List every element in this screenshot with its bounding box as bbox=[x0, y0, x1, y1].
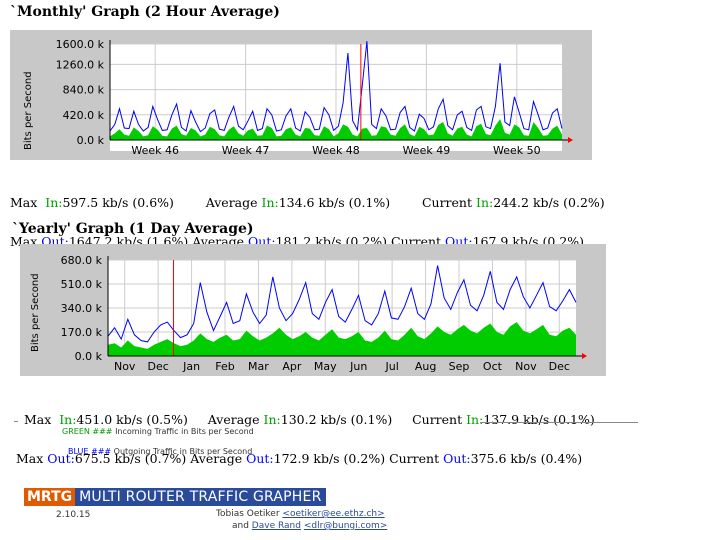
monthly-ytick-label: 0.0 k bbox=[77, 134, 105, 147]
yearly-x-axis-arrow bbox=[582, 353, 587, 359]
yearly-ytick-label: 680.0 k bbox=[61, 254, 103, 267]
yearly-graph-title: `Yearly' Graph (1 Day Average) bbox=[12, 221, 254, 237]
legend-blue-text: Outgoing Traffic in Bits per Second bbox=[113, 447, 253, 456]
yearly-xtick-label: Sep bbox=[449, 360, 470, 373]
yearly-chart: Bits per Second 0.0 k 170.0 k 340.0 k 510.0… bbox=[20, 244, 606, 376]
yearly-xtick-label: Oct bbox=[483, 360, 503, 373]
monthly-outgoing-line bbox=[109, 41, 563, 133]
monthly-incoming-area bbox=[110, 119, 562, 140]
yearly-outgoing-line bbox=[107, 265, 577, 343]
yearly-stats: Max In:451.0 kb/s (0.5%) Average In:130.… bbox=[16, 387, 595, 478]
monthly-x-axis-arrow bbox=[568, 137, 573, 143]
divider-right bbox=[480, 422, 638, 423]
legend-blue-code: BLUE ### bbox=[68, 447, 112, 456]
legend-incoming: GREEN ### Incoming Traffic in Bits per S… bbox=[62, 427, 254, 436]
divider-left bbox=[14, 421, 18, 422]
yearly-ytick-label: 340.0 k bbox=[61, 302, 103, 315]
monthly-chart: Bits per Second 0.0 k 420.0 k 840.0 k 1260.… bbox=[10, 30, 592, 160]
monthly-graph-title: `Monthly' Graph (2 Hour Average) bbox=[10, 4, 280, 20]
yearly-xtick-label: Jun bbox=[349, 360, 367, 373]
monthly-xtick-label: Week 50 bbox=[493, 144, 541, 157]
credit-line-2: and Dave Rand <dlr@bungi.com> bbox=[232, 521, 388, 531]
monthly-ytick-label: 1600.0 k bbox=[56, 38, 105, 51]
yearly-incoming-area bbox=[108, 322, 576, 356]
yearly-xtick-label: Aug bbox=[415, 360, 436, 373]
monthly-xtick-label: Week 47 bbox=[222, 144, 270, 157]
yearly-stats-in-row: Max In:451.0 kb/s (0.5%) Average In:130.… bbox=[23, 412, 595, 427]
monthly-xtick-label: Week 49 bbox=[403, 144, 451, 157]
legend-green-code: GREEN ### bbox=[62, 427, 113, 436]
yearly-ylabel: Bits per Second bbox=[30, 273, 41, 352]
monthly-ylabel: Bits per Second bbox=[23, 71, 34, 150]
yearly-xtick-label: Jan bbox=[182, 360, 200, 373]
oetiker-email-link[interactable]: <oetiker@ee.ethz.ch> bbox=[282, 509, 385, 519]
credit-line-1: Tobias Oetiker <oetiker@ee.ethz.ch> bbox=[216, 509, 385, 519]
yearly-xtick-label: Jul bbox=[385, 360, 399, 373]
monthly-xtick-label: Week 48 bbox=[312, 144, 360, 157]
yearly-xtick-label: Apr bbox=[282, 360, 302, 373]
yearly-xtick-label: Nov bbox=[515, 360, 537, 373]
mrtg-logo: MRTG bbox=[24, 488, 76, 506]
monthly-stats-in-row: Max In:597.5 kb/s (0.6%) Average In:134.… bbox=[10, 195, 605, 210]
monthly-stats: Max In:597.5 kb/s (0.6%) Average In:134.… bbox=[10, 170, 605, 261]
legend-green-text: Incoming Traffic in Bits per Second bbox=[115, 427, 254, 436]
yearly-xtick-label: Feb bbox=[215, 360, 234, 373]
mrtg-banner[interactable]: MRTG MULTI ROUTER TRAFFIC GRAPHER bbox=[24, 488, 326, 506]
yearly-xtick-label: May bbox=[314, 360, 337, 373]
rand-email-link[interactable]: <dlr@bungi.com> bbox=[303, 521, 388, 531]
monthly-ytick-label: 420.0 k bbox=[63, 109, 105, 122]
legend-outgoing: BLUE ### Outgoing Traffic in Bits per Se… bbox=[68, 447, 252, 456]
monthly-xtick-label: Week 46 bbox=[131, 144, 179, 157]
mrtg-version: 2.10.15 bbox=[56, 510, 91, 520]
monthly-ytick-label: 840.0 k bbox=[63, 84, 105, 97]
yearly-xtick-label: Dec bbox=[147, 360, 168, 373]
yearly-ytick-label: 0.0 k bbox=[75, 350, 103, 363]
mrtg-product-name: MULTI ROUTER TRAFFIC GRAPHER bbox=[75, 488, 326, 506]
yearly-xtick-label: Dec bbox=[549, 360, 570, 373]
yearly-xtick-label: Nov bbox=[114, 360, 136, 373]
monthly-ytick-label: 1260.0 k bbox=[56, 58, 105, 71]
yearly-xtick-label: Mar bbox=[248, 360, 269, 373]
dave-rand-link[interactable]: Dave Rand bbox=[251, 521, 301, 531]
yearly-stats-out-row: Max Out:675.5 kb/s (0.7%) Average Out:17… bbox=[16, 451, 583, 466]
yearly-ytick-label: 170.0 k bbox=[61, 326, 103, 339]
yearly-ytick-label: 510.0 k bbox=[61, 278, 103, 291]
